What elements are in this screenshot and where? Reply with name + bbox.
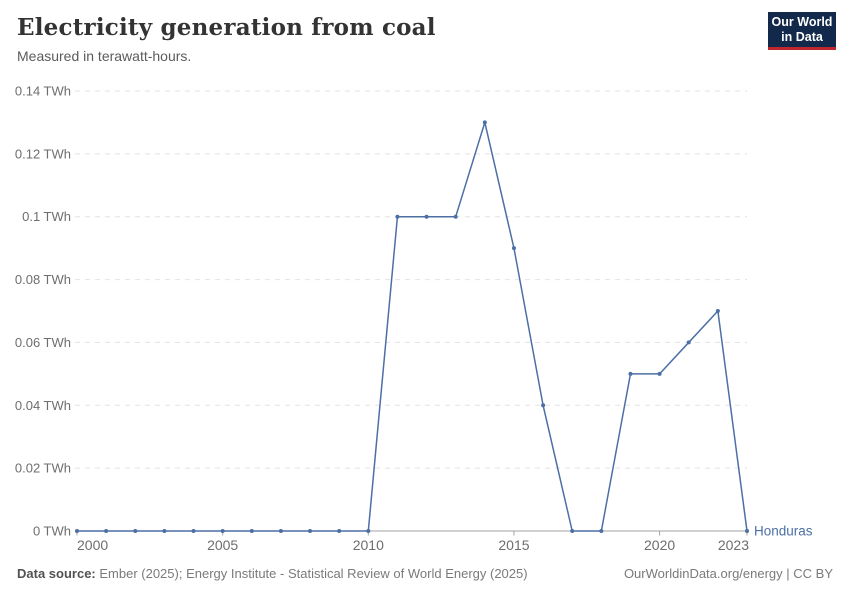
entity-label[interactable]: Honduras	[754, 524, 813, 539]
data-source-text: Ember (2025); Energy Institute - Statist…	[95, 566, 528, 581]
data-point	[745, 529, 749, 533]
data-point	[337, 529, 342, 533]
x-axis-tick-label: 2005	[207, 537, 238, 553]
data-point	[570, 529, 575, 533]
owid-logo-line1: Our World	[771, 14, 833, 29]
x-axis-tick-label: 2010	[353, 537, 384, 553]
data-point	[541, 403, 546, 408]
data-point	[715, 309, 720, 313]
data-point	[308, 529, 313, 533]
data-point	[133, 529, 138, 533]
data-point	[482, 120, 487, 125]
data-point	[424, 214, 429, 219]
chart-title: Electricity generation from coal	[17, 14, 436, 41]
data-point	[162, 529, 167, 533]
data-point	[249, 529, 254, 533]
y-axis-tick-label: 0.08 TWh	[15, 272, 71, 287]
data-point	[104, 529, 109, 533]
y-axis-tick-label: 0.04 TWh	[15, 398, 71, 413]
y-axis-tick-label: 0.06 TWh	[15, 335, 71, 350]
owid-logo[interactable]: Our World in Data	[768, 12, 836, 50]
x-axis-tick-label: 2023	[718, 537, 749, 553]
data-point	[599, 529, 604, 533]
x-axis-tick-label: 2015	[498, 537, 529, 553]
footer-link[interactable]: OurWorldinData.org/energy | CC BY	[623, 566, 833, 581]
data-point	[628, 371, 633, 376]
data-point	[511, 246, 516, 251]
chart-footer: Data source: Ember (2025); Energy Instit…	[17, 566, 833, 581]
data-source-note: Data source: Ember (2025); Energy Instit…	[17, 566, 528, 581]
data-point	[453, 214, 458, 219]
data-point	[686, 340, 691, 345]
chart-header: Electricity generation from coal Measure…	[17, 14, 436, 64]
data-point	[657, 371, 662, 376]
data-point	[366, 529, 371, 533]
y-axis-tick-label: 0.1 TWh	[22, 209, 71, 224]
y-axis-tick-label: 0.12 TWh	[15, 146, 71, 161]
owid-logo-line2: in Data	[781, 29, 823, 44]
x-axis-tick-label: 2000	[77, 537, 108, 553]
data-point	[75, 529, 79, 533]
chart-subtitle: Measured in terawatt-hours.	[17, 47, 192, 64]
y-axis-tick-label: 0.02 TWh	[15, 461, 71, 476]
y-axis-tick-label: 0 TWh	[33, 524, 71, 539]
data-line	[77, 121, 748, 532]
x-axis-tick-label: 2020	[644, 537, 675, 553]
data-point	[220, 529, 225, 533]
y-axis-tick-label: 0.14 TWh	[15, 84, 71, 99]
data-point	[191, 529, 196, 533]
data-source-label: Data source:	[17, 566, 96, 581]
data-point	[395, 214, 400, 219]
data-point	[278, 529, 283, 533]
